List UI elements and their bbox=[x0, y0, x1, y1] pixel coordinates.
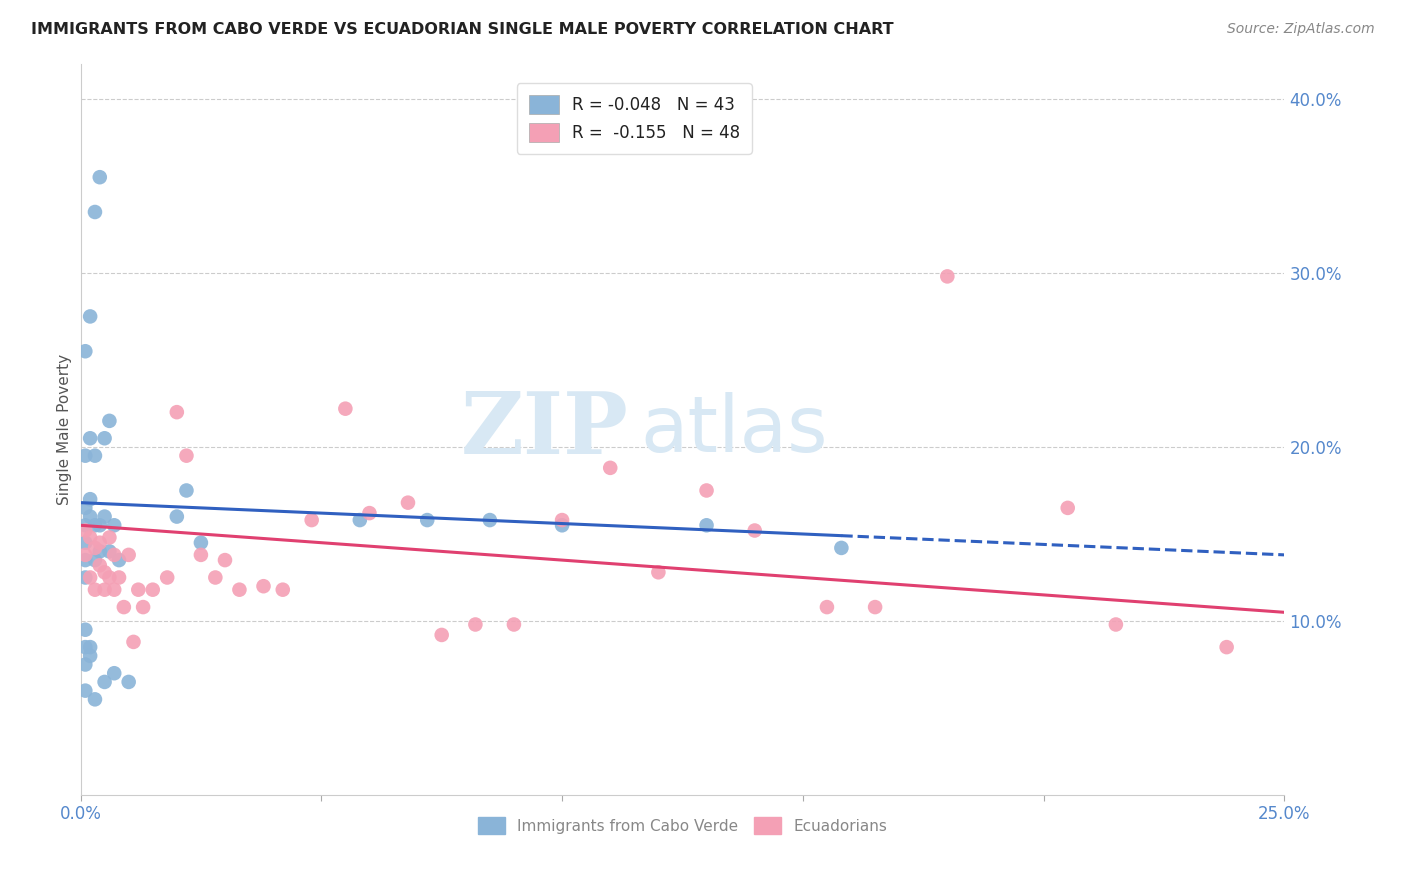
Point bbox=[478, 513, 501, 527]
Point bbox=[118, 674, 141, 689]
Point bbox=[108, 553, 131, 567]
Point bbox=[349, 513, 371, 527]
Point bbox=[214, 553, 236, 567]
Point bbox=[75, 657, 97, 672]
Point bbox=[416, 513, 439, 527]
Text: IMMIGRANTS FROM CABO VERDE VS ECUADORIAN SINGLE MALE POVERTY CORRELATION CHART: IMMIGRANTS FROM CABO VERDE VS ECUADORIAN… bbox=[31, 22, 894, 37]
Point bbox=[166, 509, 188, 524]
Point bbox=[75, 500, 97, 515]
Point bbox=[75, 518, 97, 533]
Point bbox=[132, 600, 155, 615]
Point bbox=[815, 600, 838, 615]
Point bbox=[84, 553, 107, 567]
Point bbox=[127, 582, 149, 597]
Point bbox=[112, 600, 135, 615]
Point bbox=[93, 509, 115, 524]
Point bbox=[271, 582, 294, 597]
Point bbox=[252, 579, 274, 593]
Point bbox=[599, 460, 621, 475]
Point bbox=[122, 635, 145, 649]
Point bbox=[103, 666, 125, 681]
Point bbox=[503, 617, 526, 632]
Point bbox=[396, 496, 419, 510]
Point bbox=[335, 401, 357, 416]
Point bbox=[79, 570, 101, 584]
Point bbox=[176, 449, 198, 463]
Point bbox=[1105, 617, 1128, 632]
Point bbox=[79, 431, 101, 445]
Point bbox=[75, 553, 97, 567]
Point bbox=[103, 518, 125, 533]
Point bbox=[103, 548, 125, 562]
Point bbox=[936, 269, 959, 284]
Point bbox=[89, 518, 111, 533]
Point bbox=[84, 692, 107, 706]
Point bbox=[79, 640, 101, 654]
Point bbox=[93, 431, 115, 445]
Point bbox=[75, 344, 97, 359]
Point bbox=[75, 548, 97, 562]
Text: Source: ZipAtlas.com: Source: ZipAtlas.com bbox=[1227, 22, 1375, 37]
Point bbox=[98, 531, 121, 545]
Point bbox=[75, 683, 97, 698]
Point bbox=[75, 524, 97, 538]
Point bbox=[190, 548, 212, 562]
Point bbox=[84, 582, 107, 597]
Text: atlas: atlas bbox=[640, 392, 828, 467]
Point bbox=[93, 582, 115, 597]
Point bbox=[190, 535, 212, 549]
Point bbox=[93, 566, 115, 580]
Point bbox=[830, 541, 852, 555]
Point bbox=[75, 640, 97, 654]
Point bbox=[89, 535, 111, 549]
Point bbox=[75, 449, 97, 463]
Point bbox=[79, 492, 101, 507]
Point bbox=[75, 535, 97, 549]
Point bbox=[89, 558, 111, 573]
Point bbox=[696, 518, 718, 533]
Point bbox=[75, 623, 97, 637]
Y-axis label: Single Male Poverty: Single Male Poverty bbox=[58, 354, 72, 505]
Point bbox=[166, 405, 188, 419]
Point bbox=[696, 483, 718, 498]
Point bbox=[98, 570, 121, 584]
Point bbox=[359, 506, 381, 520]
Point bbox=[228, 582, 250, 597]
Point bbox=[98, 544, 121, 558]
Point bbox=[79, 310, 101, 324]
Point bbox=[108, 570, 131, 584]
Point bbox=[551, 513, 574, 527]
Point bbox=[89, 544, 111, 558]
Point bbox=[103, 582, 125, 597]
Text: ZIP: ZIP bbox=[461, 387, 628, 472]
Point bbox=[79, 648, 101, 663]
Point bbox=[142, 582, 165, 597]
Point bbox=[84, 541, 107, 555]
Point bbox=[744, 524, 766, 538]
Point bbox=[79, 509, 101, 524]
Point bbox=[464, 617, 486, 632]
Point bbox=[863, 600, 886, 615]
Point bbox=[204, 570, 226, 584]
Point bbox=[430, 628, 453, 642]
Point bbox=[301, 513, 323, 527]
Legend: R = -0.048   N = 43, R =  -0.155   N = 48: R = -0.048 N = 43, R = -0.155 N = 48 bbox=[517, 83, 752, 153]
Point bbox=[79, 531, 101, 545]
Point bbox=[84, 205, 107, 219]
Point bbox=[84, 518, 107, 533]
Point bbox=[93, 674, 115, 689]
Point bbox=[156, 570, 179, 584]
Point bbox=[1215, 640, 1237, 654]
Point bbox=[84, 449, 107, 463]
Point bbox=[647, 566, 669, 580]
Point bbox=[1056, 500, 1078, 515]
Point bbox=[75, 570, 97, 584]
Point bbox=[89, 170, 111, 185]
Point bbox=[176, 483, 198, 498]
Point bbox=[551, 518, 574, 533]
Point bbox=[98, 414, 121, 428]
Point bbox=[118, 548, 141, 562]
